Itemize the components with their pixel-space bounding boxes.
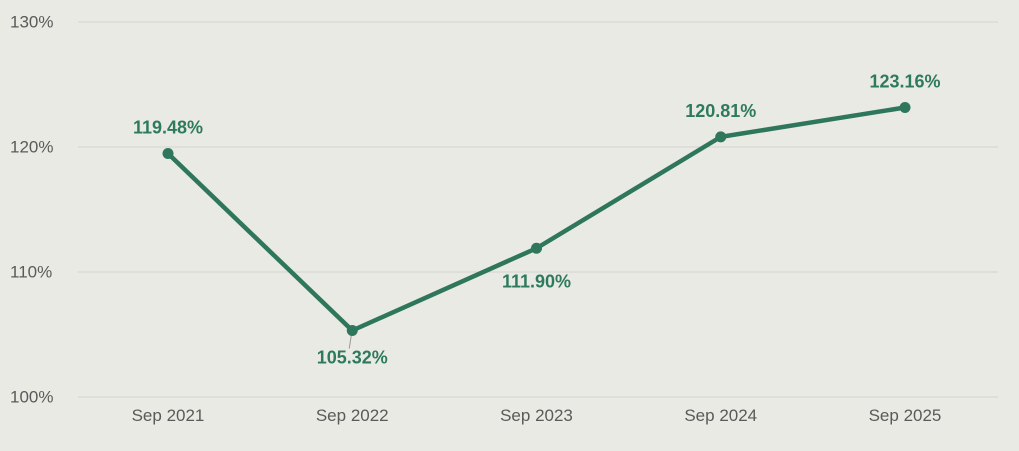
label-leader-line: [348, 335, 352, 349]
y-axis-tick-label: 100%: [10, 388, 53, 407]
data-point[interactable]: [899, 102, 911, 113]
data-label: 119.48%: [133, 118, 203, 138]
x-axis-label: Sep 2022: [316, 406, 389, 425]
data-label: 123.16%: [869, 72, 940, 92]
x-axis-label: Sep 2021: [132, 406, 205, 425]
y-axis-tick-label: 120%: [10, 138, 53, 157]
data-label: 105.32%: [317, 348, 388, 368]
y-axis-tick-label: 130%: [10, 13, 53, 32]
y-axis-tick-label: 110%: [10, 263, 52, 282]
data-point[interactable]: [531, 242, 542, 254]
data-point[interactable]: [162, 148, 174, 159]
data-label: 120.81%: [685, 101, 756, 121]
data-label: 111.90%: [502, 271, 571, 291]
x-axis-label: Sep 2023: [500, 406, 573, 425]
data-point[interactable]: [346, 325, 358, 336]
x-axis-label: Sep 2025: [869, 406, 942, 425]
series-line: [165, 105, 908, 333]
data-point[interactable]: [715, 131, 727, 143]
x-axis-label: Sep 2024: [684, 406, 757, 425]
